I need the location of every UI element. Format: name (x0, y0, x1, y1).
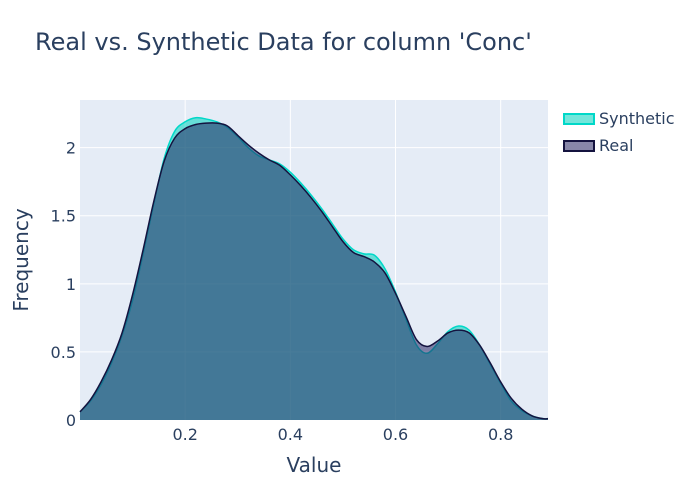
y-tick-label: 1.5 (51, 207, 76, 226)
y-tick-label: 0.5 (51, 343, 76, 362)
legend: Synthetic Real (563, 109, 675, 155)
x-tick-label: 0.8 (488, 425, 513, 444)
legend-label-synthetic: Synthetic (599, 109, 675, 128)
tick-layer: 0.2 0.4 0.6 0.8 0 0.5 1 1.5 2 (51, 139, 514, 444)
x-tick-label: 0.6 (383, 425, 408, 444)
series-layer (79, 116, 549, 421)
y-tick-label: 0 (66, 411, 76, 430)
x-axis-title: Value (287, 453, 342, 477)
real-line (79, 122, 549, 420)
y-axis-title: Frequency (9, 208, 33, 311)
x-tick-label: 0.2 (172, 425, 197, 444)
y-tick-label: 1 (66, 275, 76, 294)
chart-title: Real vs. Synthetic Data for column 'Conc… (35, 28, 532, 56)
x-tick-label: 0.4 (278, 425, 303, 444)
y-tick-label: 2 (66, 139, 76, 158)
legend-label-real: Real (599, 136, 634, 155)
legend-swatch-real (563, 140, 595, 152)
legend-swatch-synthetic (563, 113, 595, 125)
